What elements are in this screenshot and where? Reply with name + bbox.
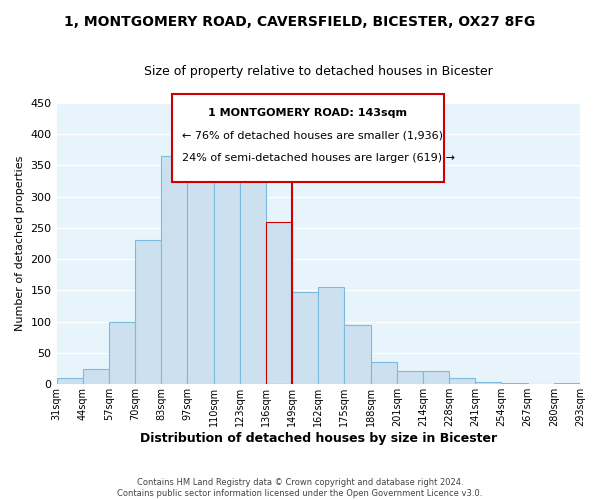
Bar — [397, 370, 423, 384]
Bar — [161, 156, 187, 384]
Bar — [240, 162, 266, 384]
Bar — [318, 288, 344, 384]
Title: Size of property relative to detached houses in Bicester: Size of property relative to detached ho… — [144, 65, 493, 78]
Text: 1, MONTGOMERY ROAD, CAVERSFIELD, BICESTER, OX27 8FG: 1, MONTGOMERY ROAD, CAVERSFIELD, BICESTE… — [64, 15, 536, 29]
Text: ← 76% of detached houses are smaller (1,936): ← 76% of detached houses are smaller (1,… — [182, 131, 443, 141]
Bar — [371, 362, 397, 384]
Bar — [292, 292, 318, 384]
X-axis label: Distribution of detached houses by size in Bicester: Distribution of detached houses by size … — [140, 432, 497, 445]
Bar — [449, 378, 475, 384]
Text: 24% of semi-detached houses are larger (619) →: 24% of semi-detached houses are larger (… — [182, 154, 455, 164]
Bar — [83, 368, 109, 384]
Bar — [554, 383, 580, 384]
Bar — [475, 382, 502, 384]
Bar — [135, 240, 161, 384]
Bar — [56, 378, 83, 384]
Text: Contains HM Land Registry data © Crown copyright and database right 2024.
Contai: Contains HM Land Registry data © Crown c… — [118, 478, 482, 498]
Bar — [109, 322, 135, 384]
Bar — [187, 153, 214, 384]
Bar — [214, 153, 240, 384]
Bar — [502, 383, 527, 384]
Text: 1 MONTGOMERY ROAD: 143sqm: 1 MONTGOMERY ROAD: 143sqm — [208, 108, 407, 118]
Bar — [266, 222, 292, 384]
Bar — [344, 325, 371, 384]
Bar — [423, 370, 449, 384]
Y-axis label: Number of detached properties: Number of detached properties — [15, 156, 25, 331]
FancyBboxPatch shape — [172, 94, 444, 182]
